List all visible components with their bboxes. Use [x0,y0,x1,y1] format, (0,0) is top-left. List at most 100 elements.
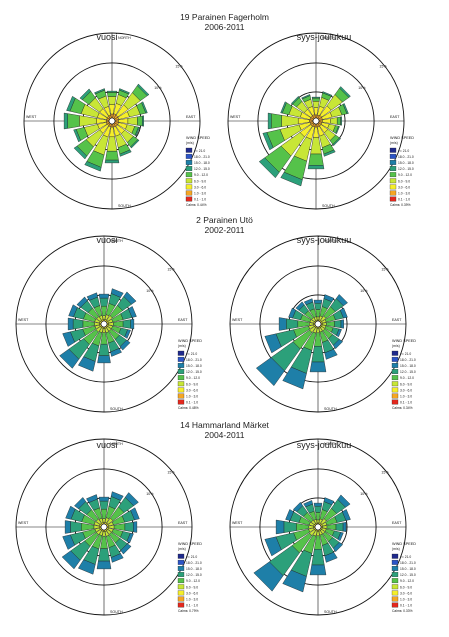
petal-segment [311,97,321,102]
legend-unit: (m/s) [186,141,194,145]
petal-segment [326,320,335,328]
legend-swatch [177,596,185,602]
petal-segment [332,338,344,350]
petal-segment [280,171,303,187]
petal-segment [67,113,80,129]
petal-segment [110,553,124,563]
legend-label: 3.0 - 6.0 [400,388,412,392]
petal-segment [70,521,82,533]
petal-segment [124,329,131,339]
legend-swatch [185,196,193,202]
legend-calms: Calms: 0.79% [178,609,199,613]
legend-swatch [391,393,399,399]
compass-east: EAST [186,115,196,119]
legend-swatch [185,184,193,190]
legend-label: >= 21.0 [194,149,205,153]
ring-label: 15% [381,268,389,272]
petal-segment [134,126,141,137]
compass-south: SOUTH [324,610,337,614]
petal-segment [301,94,311,100]
legend-swatch [391,381,399,387]
compass-south: SOUTH [322,204,335,208]
legend-unit: (m/s) [392,344,400,348]
legend-swatch [389,160,397,165]
legend-label: 6.0 - 9.0 [398,179,410,183]
petal-segment [324,551,338,563]
center-calm-circle [314,523,322,531]
petal-segment [61,550,81,570]
legend-swatch [185,190,193,196]
legend-swatch [391,602,399,608]
petal-segment [96,560,112,570]
petal-segment [78,356,96,372]
legend-swatch [391,584,399,590]
legend-label: 9.0 - 12.0 [400,376,414,380]
legend-unit: (m/s) [392,547,400,551]
legend-calms: Calms: 0.44% [186,203,207,207]
legend-swatch [391,375,399,381]
petal-segment [130,507,140,521]
petal-segment [94,88,106,95]
petal-segment [313,502,323,507]
petal-segment [303,298,314,306]
legend-label: 12.0 - 15.0 [400,370,416,374]
petal-segment [340,319,344,329]
petal-segment [342,509,351,521]
legend-label: 0.1 - 1.0 [400,604,412,608]
petal-segment [275,519,285,535]
petal-segment [133,521,138,533]
compass-east: EAST [178,318,188,322]
petal-segment [323,294,335,303]
petal-segment [311,96,321,99]
center-calm-circle [312,117,320,125]
legend-swatch [177,578,185,584]
petal-segment [315,512,321,521]
legend-label: 0.1 - 1.0 [186,604,198,608]
legend-label: 18.0 - 21.0 [186,561,202,565]
petal-segment [62,534,75,550]
petal-segment [98,344,110,356]
compass-north: NORTH [324,442,337,446]
legend-label: 15.0 - 18.0 [400,364,416,368]
petal-segment [292,501,304,513]
compass-east: EAST [392,521,402,525]
legend-swatch [391,369,399,374]
legend-swatch [177,584,185,590]
panel-title-vuosi: vuosi [96,440,118,450]
legend-label: 15.0 - 18.0 [398,161,414,165]
petal-segment [285,509,294,521]
windrose-panel: NORTHSOUTHEASTWEST5%10%15%WIND SPEED(m/s… [229,438,416,616]
petal-segment [86,494,98,503]
petal-segment [303,500,313,508]
petal-segment [281,115,299,127]
station-title-fagerholm: 19 Parainen Fagerholm 2006-2011 [0,12,449,32]
petal-segment [99,500,109,510]
windrose-panel: NORTHSOUTHEASTWEST5%10%15%WIND SPEED(m/s… [15,438,202,616]
petal-segment [335,294,348,307]
petal-segment [337,116,341,126]
petal-segment [63,112,68,130]
petal-segment [65,505,76,520]
legend-swatch [391,553,399,559]
legend-swatch [177,559,185,565]
legend-swatch [389,178,397,184]
windrose-panel: NORTHSOUTHEASTWEST5%10%15%WIND SPEED(m/s… [227,32,414,210]
legend-label: 0.1 - 1.0 [400,401,412,405]
compass-north: NORTH [110,239,123,243]
petal-segment [59,348,80,369]
legend-swatch [185,172,193,178]
legend-swatch [177,572,185,577]
legend-title: WIND SPEED [390,136,414,140]
legend-label: 1.0 - 3.0 [398,192,410,196]
compass-south: SOUTH [118,204,131,208]
legend-swatch [391,566,399,571]
petal-segment [336,328,342,338]
ring-label: 15% [167,471,175,475]
petal-segment [113,320,124,328]
petal-segment [98,548,110,562]
panel-title-syys-joulukuu: syys-joulukuu [296,440,352,450]
petal-segment [288,307,297,319]
legend-label: 3.0 - 6.0 [186,388,198,392]
legend-label: 15.0 - 18.0 [400,567,416,571]
petal-segment [104,159,120,164]
